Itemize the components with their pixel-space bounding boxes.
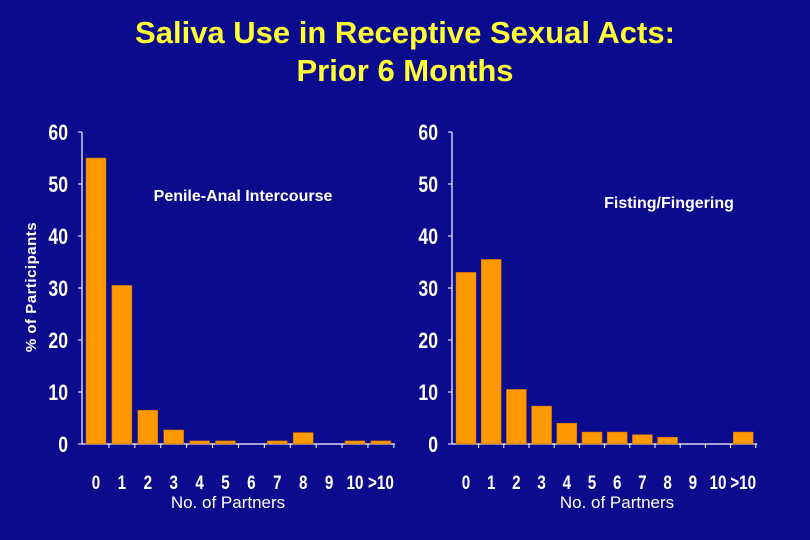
- y-tick-label: 10: [48, 381, 68, 405]
- x-tick-label: 7: [273, 471, 281, 493]
- bar-penile-anal-5: [215, 440, 236, 445]
- y-tick-label: 20: [48, 329, 68, 353]
- x-tick-label: 0: [462, 471, 470, 493]
- bar-fisting-fingering-8: [657, 436, 678, 445]
- bar-fisting-fingering-4: [556, 422, 578, 445]
- panel-title-2: Fisting/Fingering: [604, 195, 734, 212]
- y-tick-label: 40: [418, 225, 438, 249]
- x-tick-label: 7: [638, 471, 646, 493]
- y-tick-label: 60: [418, 121, 438, 145]
- x-tick-label: 3: [169, 471, 177, 493]
- y-tick-label: 0: [428, 433, 438, 457]
- bar-penile-anal-4: [189, 440, 210, 445]
- chart-title-line1: Saliva Use in Receptive Sexual Acts:: [135, 15, 675, 50]
- y-tick-label: 20: [418, 329, 438, 353]
- y-tick-label: 0: [58, 433, 68, 457]
- y-tick-label: 50: [48, 173, 68, 197]
- x-axis-label-1: No. of Partners: [171, 493, 285, 512]
- x-tick-label: 1: [487, 471, 496, 493]
- bar-fisting-fingering-6: [606, 431, 628, 445]
- bar-penile-anal-8: [292, 432, 314, 445]
- x-axis-label-2: No. of Partners: [560, 493, 674, 512]
- bar-penile-anal-3: [163, 429, 184, 445]
- x-tick-label: 10: [710, 471, 727, 493]
- x-tick-label: 8: [299, 471, 308, 493]
- x-tick-label: 4: [563, 471, 572, 493]
- chart-title: Saliva Use in Receptive Sexual Acts: Pri…: [0, 14, 810, 90]
- bar-penile-anal-gt10: [370, 440, 392, 445]
- panel-title-1: Penile-Anal Intercourse: [154, 188, 333, 205]
- x-tick-label: 9: [325, 471, 333, 493]
- bar-fisting-fingering-3: [531, 405, 552, 445]
- x-tick-label: >10: [368, 471, 394, 493]
- x-tick-label: 6: [613, 471, 621, 493]
- bar-fisting-fingering-gt10: [732, 431, 754, 445]
- bar-fisting-fingering-0: [455, 272, 477, 445]
- bar-penile-anal-0: [85, 157, 107, 445]
- x-tick-label: 3: [537, 471, 545, 493]
- chart-title-line2: Prior 6 Months: [296, 53, 514, 88]
- bar-fisting-fingering-2: [506, 389, 527, 445]
- y-tick-label: 50: [418, 173, 438, 197]
- bar-penile-anal-2: [137, 409, 159, 445]
- x-tick-label: 1: [118, 471, 127, 493]
- y-tick-label: 30: [418, 277, 438, 301]
- y-tick-label: 60: [48, 121, 68, 145]
- x-tick-label: 9: [689, 471, 697, 493]
- x-tick-label: 10: [347, 471, 364, 493]
- x-tick-label: 5: [221, 471, 230, 493]
- y-tick-label: 10: [418, 381, 438, 405]
- x-tick-label: 2: [144, 471, 152, 493]
- bar-fisting-fingering-1: [480, 259, 502, 445]
- bar-penile-anal-10: [344, 440, 366, 445]
- x-tick-label: 2: [512, 471, 520, 493]
- bar-fisting-fingering-7: [632, 434, 653, 445]
- y-tick-label: 40: [48, 225, 68, 249]
- bar-penile-anal-7: [267, 440, 288, 445]
- x-tick-label: 8: [663, 471, 672, 493]
- bar-penile-anal-1: [111, 285, 133, 445]
- y-tick-label: 30: [48, 277, 68, 301]
- bar-fisting-fingering-5: [581, 431, 603, 445]
- x-tick-label: 5: [588, 471, 597, 493]
- x-tick-label: 4: [195, 471, 204, 493]
- x-tick-label: >10: [730, 471, 756, 493]
- x-tick-label: 0: [92, 471, 100, 493]
- x-tick-label: 6: [247, 471, 255, 493]
